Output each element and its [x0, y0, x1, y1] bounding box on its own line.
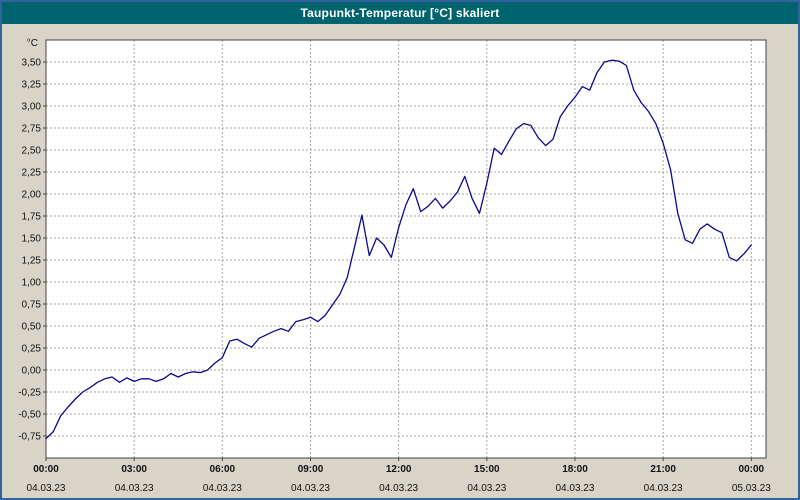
- x-date-label: 04.03.23: [644, 483, 683, 494]
- x-tick-label: 12:00: [386, 464, 412, 475]
- x-tick-label: 21:00: [650, 464, 676, 475]
- x-date-label: 04.03.23: [115, 483, 154, 494]
- x-tick-label: 03:00: [121, 464, 147, 475]
- x-tick-label: 09:00: [298, 464, 324, 475]
- y-tick-label: 0,00: [22, 366, 42, 377]
- y-tick-label: 0,50: [22, 322, 42, 333]
- x-date-label: 04.03.23: [291, 483, 330, 494]
- plot-frame: [45, 39, 767, 459]
- x-date-label: 05.03.23: [732, 483, 771, 494]
- plot-area: [46, 40, 766, 458]
- y-tick-label: 3,50: [22, 58, 42, 69]
- y-tick-label: 2,75: [22, 124, 42, 135]
- y-tick-label: 3,00: [22, 102, 42, 113]
- y-tick-label: -0,75: [18, 432, 41, 443]
- y-tick-label: 0,25: [22, 344, 42, 355]
- x-tick-label: 00:00: [739, 464, 765, 475]
- y-tick-label: 1,75: [22, 212, 42, 223]
- y-tick-label: -0,25: [18, 388, 41, 399]
- y-tick-label: 1,00: [22, 278, 42, 289]
- y-tick-label: 1,25: [22, 256, 42, 267]
- x-tick-label: 15:00: [474, 464, 500, 475]
- y-tick-label: 2,50: [22, 146, 42, 157]
- x-tick-label: 00:00: [33, 464, 59, 475]
- y-tick-label: 2,25: [22, 168, 42, 179]
- x-date-label: 04.03.23: [556, 483, 595, 494]
- x-date-label: 04.03.23: [27, 483, 66, 494]
- y-tick-label: 2,00: [22, 190, 42, 201]
- title-bar: Taupunkt-Temperatur [°C] skaliert: [2, 2, 798, 24]
- window-title: Taupunkt-Temperatur [°C] skaliert: [300, 6, 500, 20]
- y-tick-label: 0,75: [22, 300, 42, 311]
- x-date-label: 04.03.23: [379, 483, 418, 494]
- x-date-label: 04.03.23: [203, 483, 242, 494]
- x-tick-label: 06:00: [210, 464, 236, 475]
- y-tick-label: -0,50: [18, 410, 41, 421]
- dewpoint-line-chart: 3,50 3,25 3,00 2,75 2,50 2,25 2,00 1,75 1,50 1,25…: [18, 38, 771, 494]
- x-tick-label: 18:00: [562, 464, 588, 475]
- chart-area: 3,50 3,25 3,00 2,75 2,50 2,25 2,00 1,75 1,50 1,25…: [2, 24, 798, 498]
- y-tick-label: 3,25: [22, 80, 42, 91]
- y-axis-unit-label: °C: [27, 38, 38, 49]
- y-tick-label: 1,50: [22, 234, 42, 245]
- x-date-label: 04.03.23: [467, 483, 506, 494]
- temperature-line: [45, 59, 752, 440]
